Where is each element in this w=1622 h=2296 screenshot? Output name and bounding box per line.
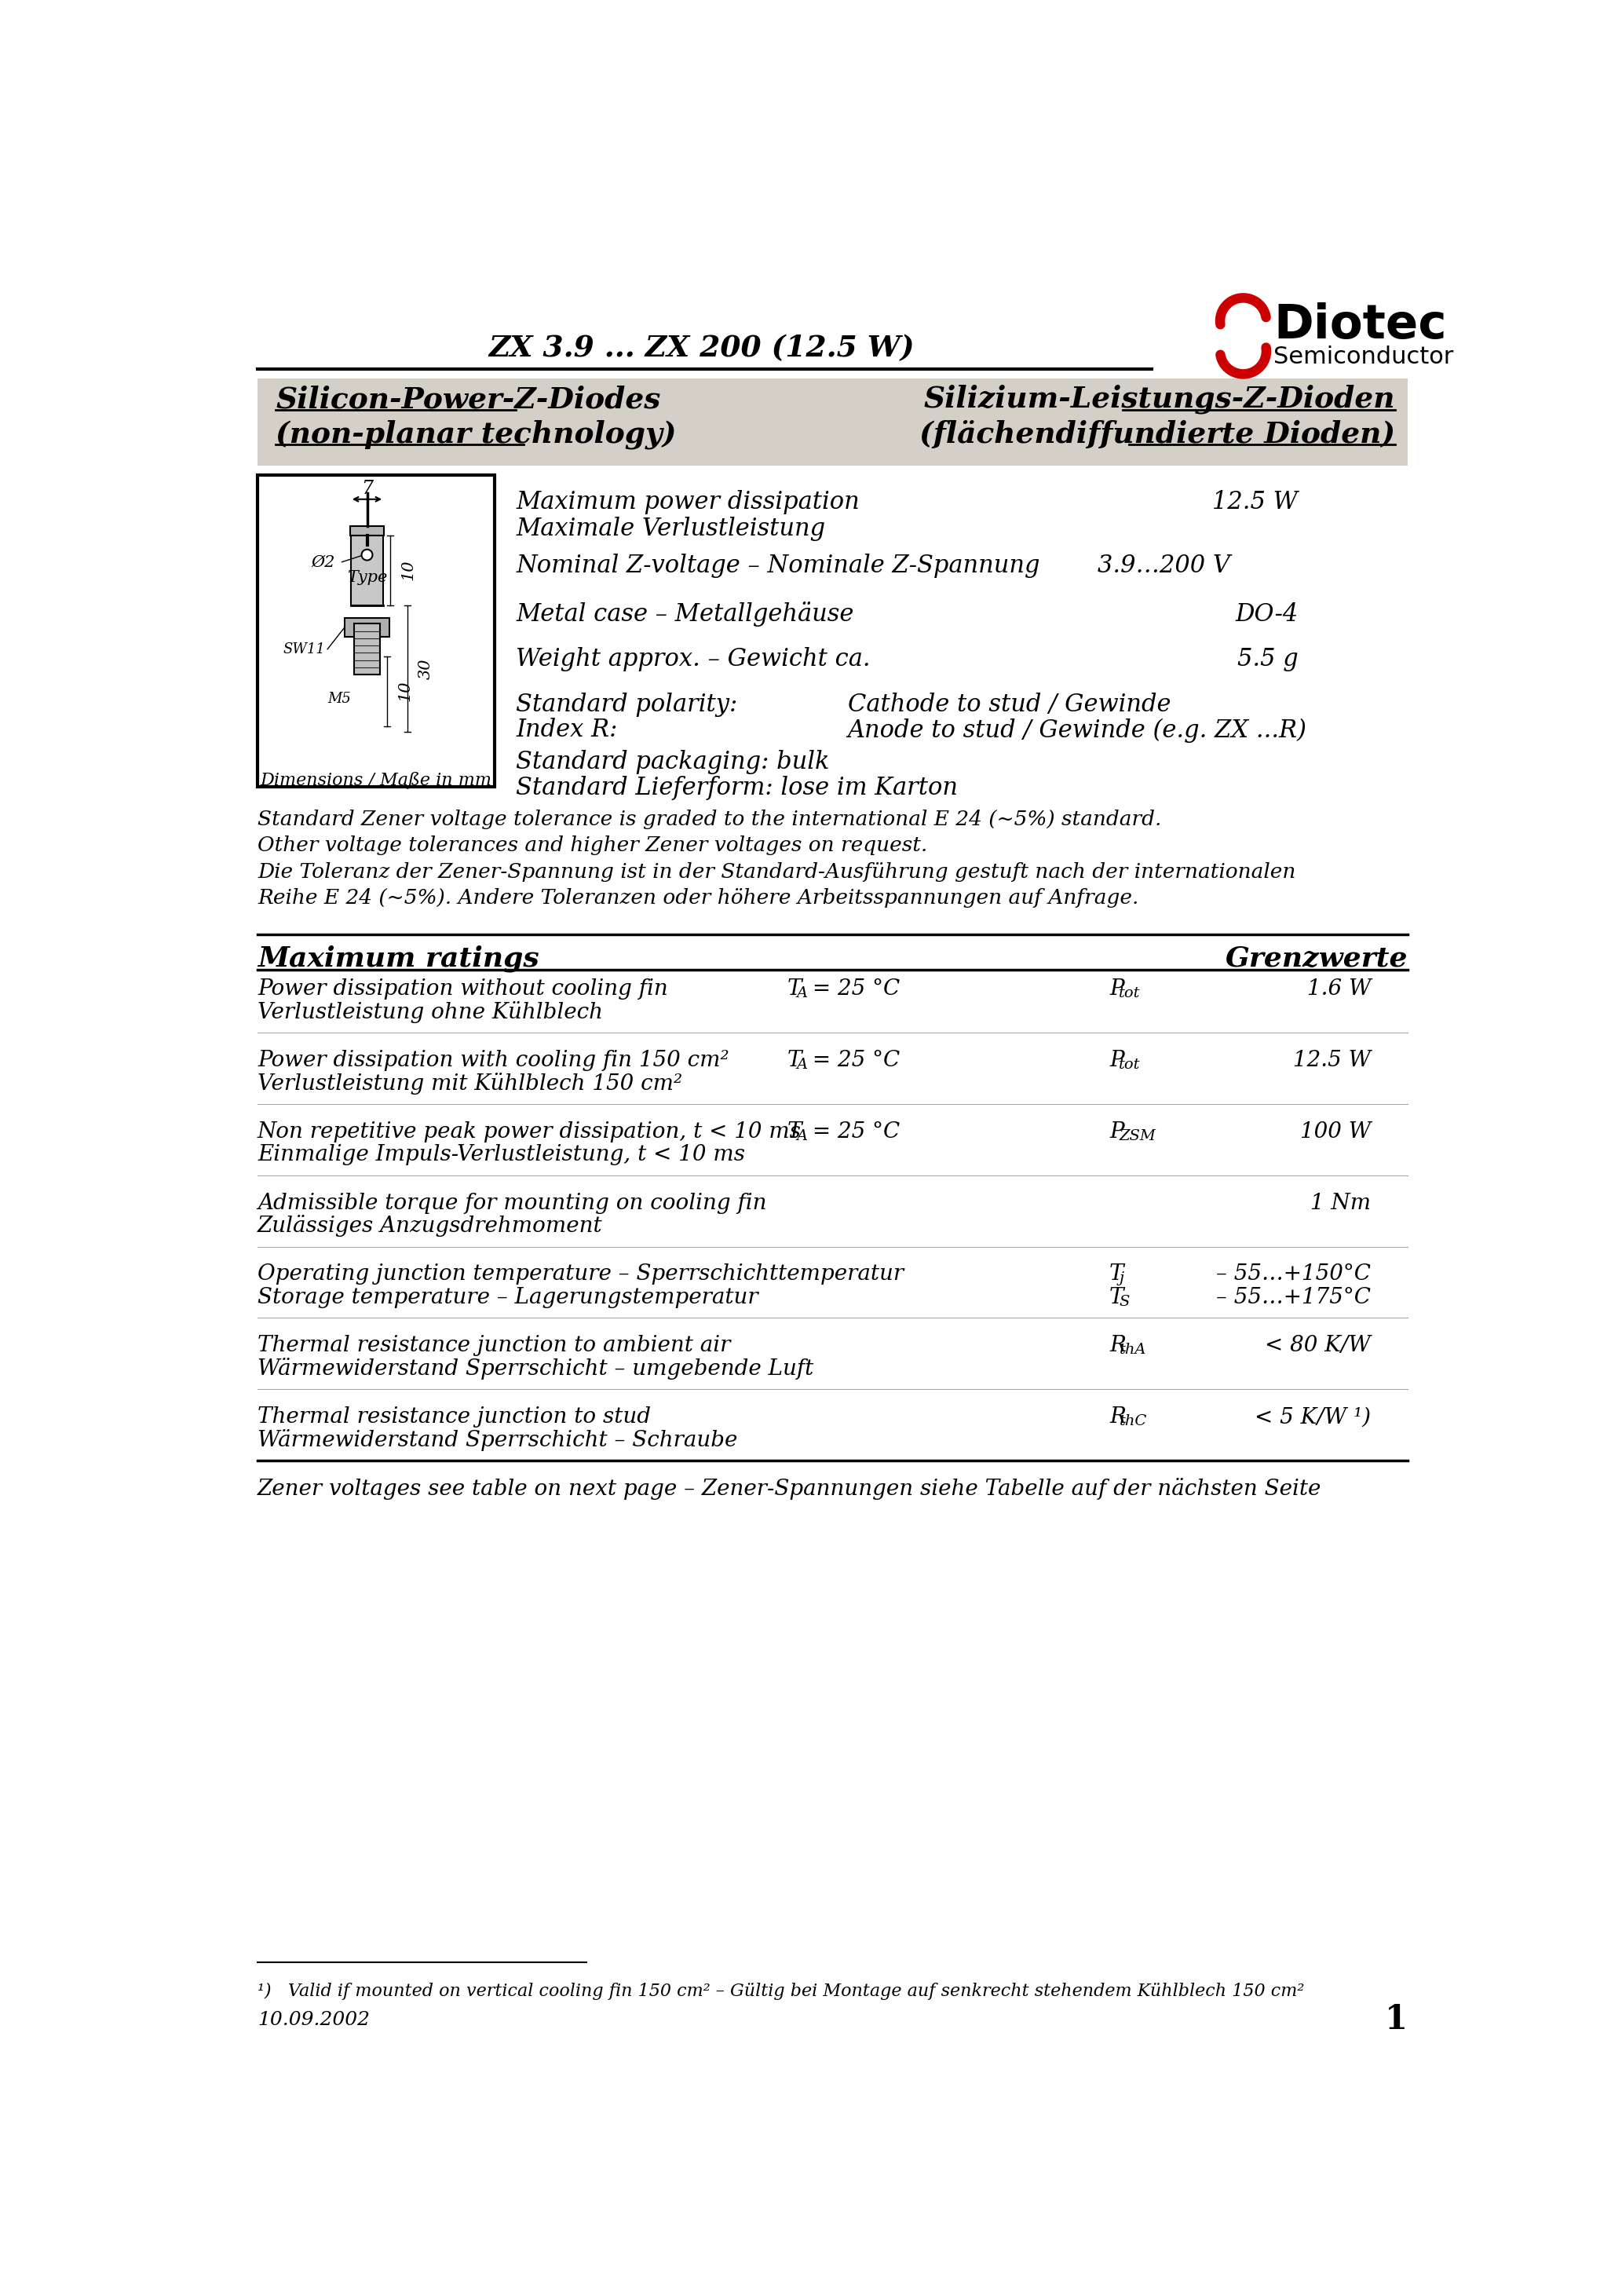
Text: Silicon-Power-Z-Diodes: Silicon-Power-Z-Diodes [276, 386, 660, 413]
Text: Thermal resistance junction to stud: Thermal resistance junction to stud [258, 1407, 650, 1428]
Text: Silizium-Leistungs-Z-Dioden: Silizium-Leistungs-Z-Dioden [925, 386, 1395, 413]
Text: Reihe E 24 (~5%). Andere Toleranzen oder höhere Arbeitsspannungen auf Anfrage.: Reihe E 24 (~5%). Andere Toleranzen oder… [258, 889, 1139, 907]
Text: 3.9…200 V: 3.9…200 V [1096, 553, 1229, 579]
Text: 1: 1 [1385, 2004, 1408, 2037]
Text: Diotec: Diotec [1273, 303, 1447, 349]
Text: R: R [1109, 1334, 1126, 1357]
Text: j: j [1119, 1272, 1124, 1286]
Text: – 55…+175°C: – 55…+175°C [1216, 1286, 1371, 1309]
Text: Nominal Z-voltage – Nominale Z-Spannung: Nominal Z-voltage – Nominale Z-Spannung [516, 553, 1040, 579]
Text: 1.6 W: 1.6 W [1307, 978, 1371, 999]
Text: – 55…+150°C: – 55…+150°C [1216, 1263, 1371, 1286]
Text: 12.5 W: 12.5 W [1293, 1049, 1371, 1070]
Text: Anode to stud / Gewinde (e.g. ZX ...R): Anode to stud / Gewinde (e.g. ZX ...R) [848, 719, 1307, 742]
Text: Standard packaging: bulk: Standard packaging: bulk [516, 751, 830, 774]
Bar [350, 526, 384, 535]
Text: P: P [1109, 978, 1124, 999]
Bar [258, 379, 1408, 466]
Text: Type: Type [347, 569, 388, 585]
Text: ZX 3.9 ... ZX 200 (12.5 W): ZX 3.9 ... ZX 200 (12.5 W) [488, 333, 915, 363]
Text: Standard Lieferform: lose im Karton: Standard Lieferform: lose im Karton [516, 776, 959, 799]
Text: Thermal resistance junction to ambient air: Thermal resistance junction to ambient a… [258, 1334, 730, 1357]
Text: R: R [1109, 1407, 1126, 1428]
Text: Dimensions / Maße in mm: Dimensions / Maße in mm [261, 771, 491, 790]
Text: Metal case – Metallgehäuse: Metal case – Metallgehäuse [516, 602, 855, 627]
Text: Admissible torque for mounting on cooling fin: Admissible torque for mounting on coolin… [258, 1192, 767, 1215]
Text: Grenzwerte: Grenzwerte [1225, 946, 1408, 971]
Bar [352, 535, 383, 606]
Text: Verlustleistung mit Kühlblech 150 cm²: Verlustleistung mit Kühlblech 150 cm² [258, 1072, 683, 1095]
Text: 10: 10 [397, 680, 414, 700]
Text: ¹)   Valid if mounted on vertical cooling fin 150 cm² – Gültig bei Montage auf s: ¹) Valid if mounted on vertical cooling … [258, 1984, 1304, 2000]
Text: 10: 10 [401, 560, 415, 581]
Text: tot: tot [1119, 987, 1140, 1001]
Text: T: T [787, 1120, 801, 1143]
Text: 7: 7 [362, 480, 373, 498]
Text: tot: tot [1119, 1058, 1140, 1072]
Text: Operating junction temperature – Sperrschichttemperatur: Operating junction temperature – Sperrsc… [258, 1263, 903, 1286]
Text: 10.09.2002: 10.09.2002 [258, 2011, 370, 2030]
Text: Standard Zener voltage tolerance is graded to the international E 24 (~5%) stand: Standard Zener voltage tolerance is grad… [258, 810, 1161, 829]
Text: (flächendiffundierte Dioden): (flächendiffundierte Dioden) [920, 420, 1395, 450]
Text: < 5 K/W ¹): < 5 K/W ¹) [1255, 1407, 1371, 1428]
Text: Storage temperature – Lagerungstemperatur: Storage temperature – Lagerungstemperatu… [258, 1286, 757, 1309]
Circle shape [362, 549, 373, 560]
Bar [344, 618, 389, 636]
Text: P: P [1109, 1049, 1124, 1070]
Text: Power dissipation without cooling fin: Power dissipation without cooling fin [258, 978, 668, 999]
Text: S: S [1119, 1295, 1129, 1309]
Text: Die Toleranz der Zener-Spannung ist in der Standard-Ausführung gestuft nach der : Die Toleranz der Zener-Spannung ist in d… [258, 861, 1296, 882]
Text: = 25 °C: = 25 °C [805, 978, 900, 999]
Text: Semiconductor: Semiconductor [1273, 347, 1453, 370]
Text: 12.5 W: 12.5 W [1212, 489, 1298, 514]
Text: 30: 30 [418, 659, 433, 680]
Text: T: T [787, 978, 801, 999]
Text: 1 Nm: 1 Nm [1311, 1192, 1371, 1215]
Text: Ø2: Ø2 [311, 556, 336, 569]
Text: Zener voltages see table on next page – Zener-Spannungen siehe Tabelle auf der n: Zener voltages see table on next page – … [258, 1476, 1322, 1499]
Text: A: A [796, 1130, 808, 1143]
Text: Weight approx. – Gewicht ca.: Weight approx. – Gewicht ca. [516, 647, 871, 673]
Text: T: T [1109, 1286, 1124, 1309]
Text: Wärmewiderstand Sperrschicht – Schraube: Wärmewiderstand Sperrschicht – Schraube [258, 1428, 738, 1451]
Text: = 25 °C: = 25 °C [805, 1049, 900, 1070]
Text: Maximum power dissipation: Maximum power dissipation [516, 489, 860, 514]
Text: Einmalige Impuls-Verlustleistung, t < 10 ms: Einmalige Impuls-Verlustleistung, t < 10… [258, 1143, 744, 1166]
Text: Maximale Verlustleistung: Maximale Verlustleistung [516, 517, 826, 542]
Text: Power dissipation with cooling fin 150 cm²: Power dissipation with cooling fin 150 c… [258, 1049, 728, 1070]
Bar [354, 622, 380, 675]
Text: P: P [1109, 1120, 1124, 1143]
Text: Wärmewiderstand Sperrschicht – umgebende Luft: Wärmewiderstand Sperrschicht – umgebende… [258, 1357, 814, 1380]
Text: thA: thA [1119, 1343, 1147, 1357]
Text: Maximum ratings: Maximum ratings [258, 946, 539, 971]
Text: Non repetitive peak power dissipation, t < 10 ms: Non repetitive peak power dissipation, t… [258, 1120, 801, 1143]
Text: Cathode to stud / Gewinde: Cathode to stud / Gewinde [848, 693, 1171, 716]
Text: Index R:: Index R: [516, 719, 618, 742]
Text: T: T [787, 1049, 801, 1070]
Bar [258, 475, 495, 788]
Text: DO-4: DO-4 [1234, 602, 1298, 627]
Text: 5.5 g: 5.5 g [1238, 647, 1298, 673]
Text: thC: thC [1119, 1414, 1147, 1428]
Text: < 80 K/W: < 80 K/W [1265, 1334, 1371, 1357]
Text: = 25 °C: = 25 °C [805, 1120, 900, 1143]
Text: Other voltage tolerances and higher Zener voltages on request.: Other voltage tolerances and higher Zene… [258, 836, 928, 856]
Text: (non-planar technology): (non-planar technology) [276, 420, 676, 450]
Text: Standard polarity:: Standard polarity: [516, 693, 738, 716]
Text: A: A [796, 1058, 808, 1072]
Text: Zulässiges Anzugsdrehmoment: Zulässiges Anzugsdrehmoment [258, 1215, 603, 1238]
Text: 100 W: 100 W [1301, 1120, 1371, 1143]
Text: M5: M5 [328, 691, 352, 705]
Text: Verlustleistung ohne Kühlblech: Verlustleistung ohne Kühlblech [258, 1001, 603, 1024]
Text: A: A [796, 987, 808, 1001]
Text: SW11: SW11 [282, 643, 324, 657]
Text: T: T [1109, 1263, 1124, 1286]
Text: ZSM: ZSM [1119, 1130, 1156, 1143]
